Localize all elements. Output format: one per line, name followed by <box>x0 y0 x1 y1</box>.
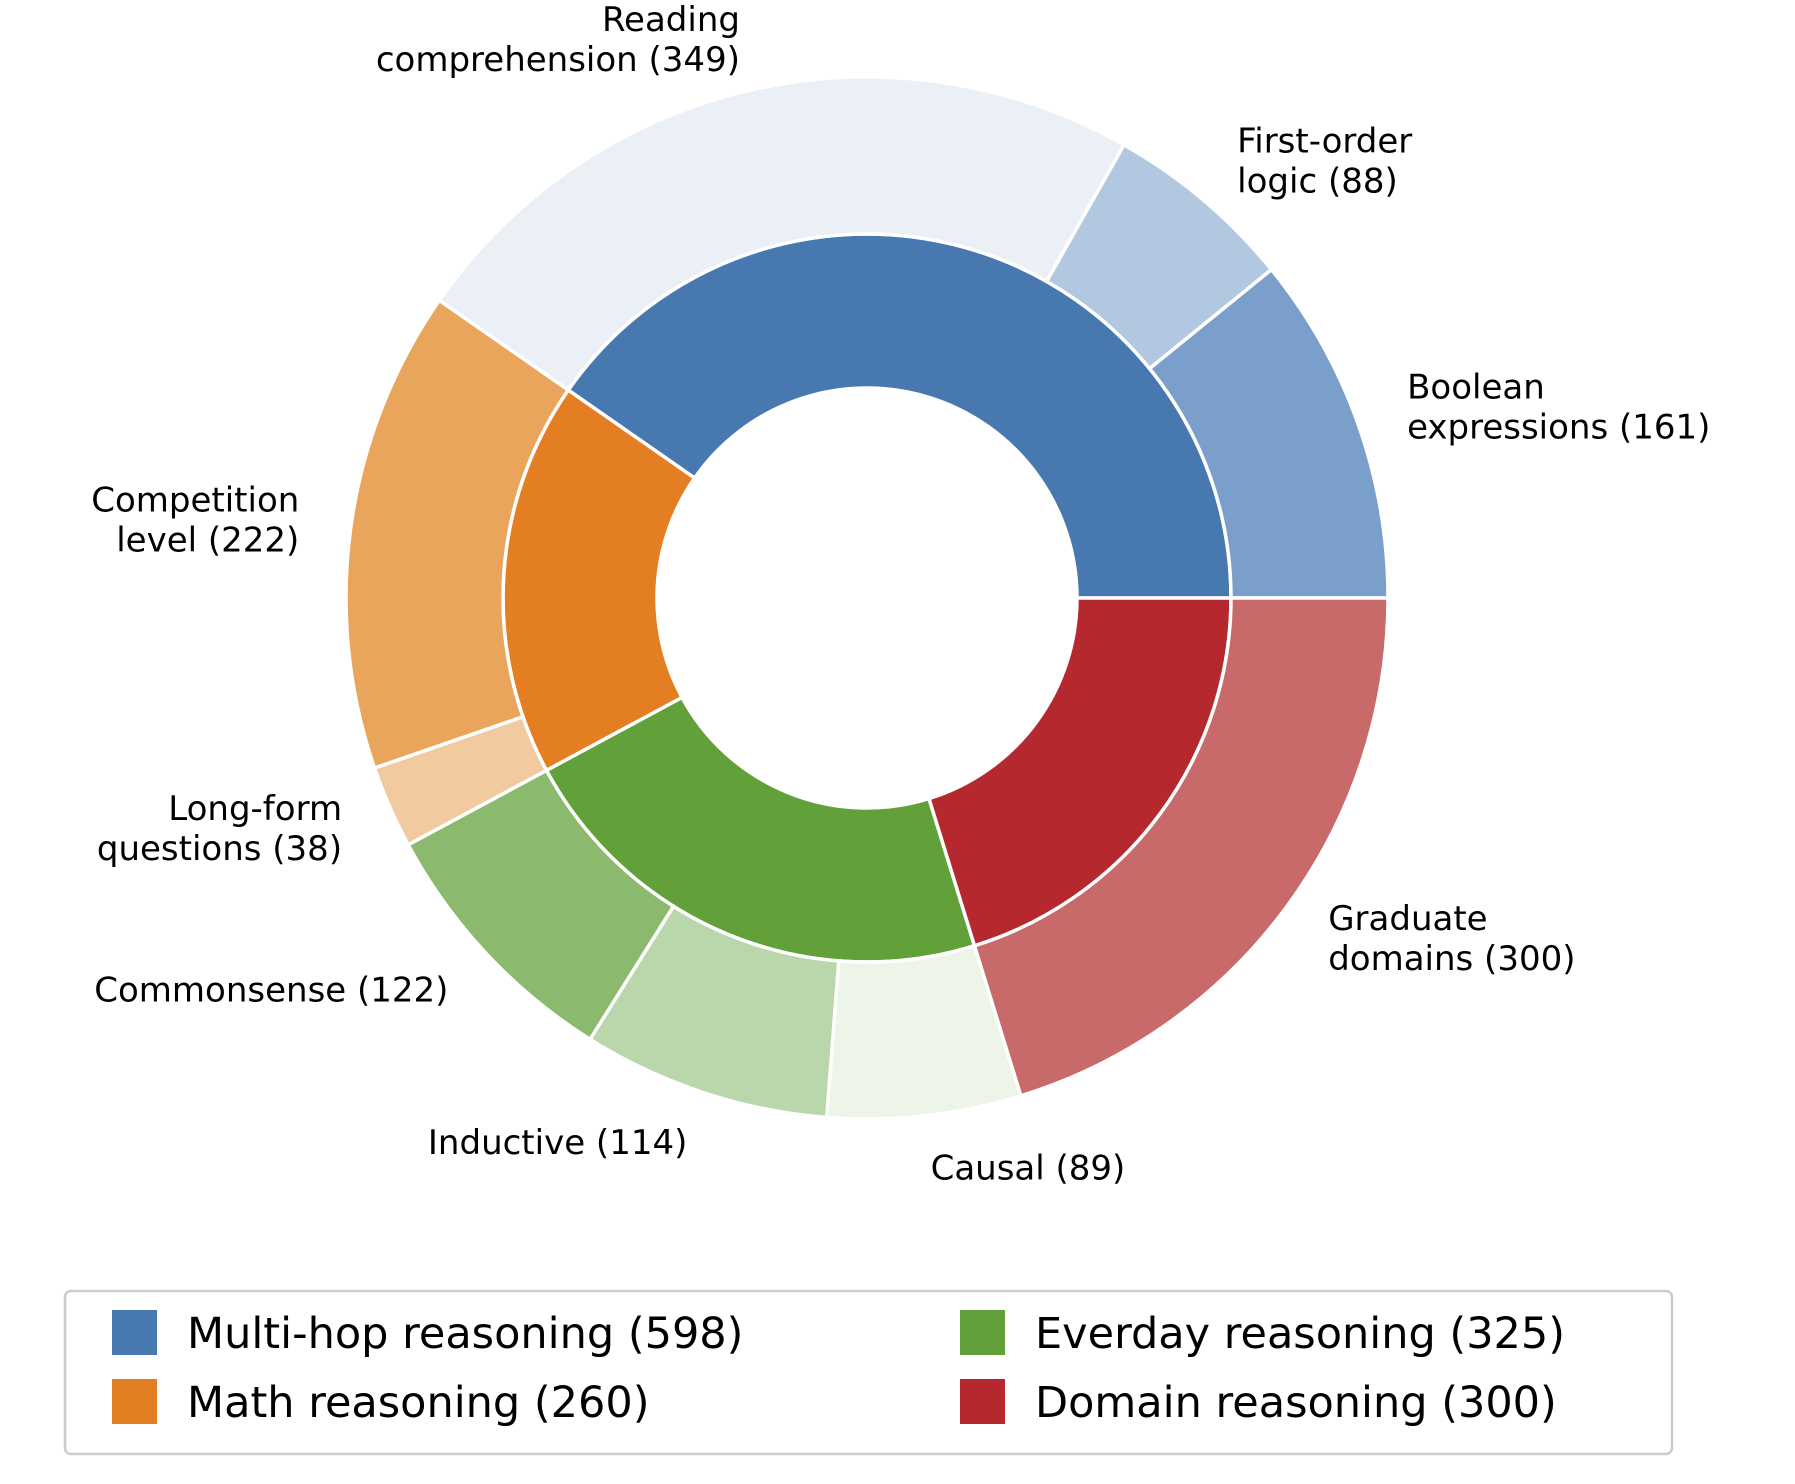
outer-label-6: Inductive (114) <box>428 1123 687 1163</box>
legend-entry-1: Math reasoning (260) <box>187 1378 650 1428</box>
outer-label-line: Boolean <box>1407 367 1545 407</box>
outer-label-1: First-order logic (88) <box>1237 122 1412 202</box>
legend-swatch-0 <box>112 1310 157 1355</box>
outer-wedge-8 <box>972 596 1390 1098</box>
legend-swatch-2 <box>960 1310 1005 1355</box>
outer-label-2: Reading comprehension (349) <box>376 0 740 80</box>
outer-label-line: Reading <box>602 0 740 40</box>
outer-label-line: Inductive (114) <box>428 1123 687 1163</box>
outer-label-4: Long-form questions (38) <box>97 789 342 869</box>
outer-label-5: Commonsense (122) <box>94 970 448 1010</box>
outer-label-7: Causal (89) <box>931 1149 1126 1189</box>
legend-swatch-3 <box>960 1379 1005 1424</box>
outer-label-line: Causal (89) <box>931 1149 1126 1189</box>
outer-label-line: level (222) <box>116 520 299 560</box>
outer-label-line: Long-form <box>168 789 342 829</box>
outer-label-line: Competition <box>91 480 299 520</box>
legend-entry-2: Everday reasoning (325) <box>1035 1309 1565 1359</box>
outer-label-3: Competition level (222) <box>91 480 299 560</box>
outer-ring <box>344 75 1390 1121</box>
legend-swatch-1 <box>112 1379 157 1424</box>
legend-entry-0: Multi-hop reasoning (598) <box>187 1309 743 1359</box>
outer-label-line: questions (38) <box>97 829 342 869</box>
outer-label-line: comprehension (349) <box>376 40 740 80</box>
legend-frame <box>63 1289 1674 1456</box>
outer-label-line: expressions (161) <box>1407 407 1710 447</box>
outer-label-0: Boolean expressions (161) <box>1407 367 1710 447</box>
outer-labels: Boolean expressions (161) First-order logic… <box>91 0 1710 1188</box>
outer-label-line: domains (300) <box>1328 939 1575 979</box>
outer-label-line: logic (88) <box>1237 162 1398 202</box>
outer-label-line: Graduate <box>1328 899 1487 939</box>
outer-label-line: First-order <box>1237 122 1412 162</box>
outer-label-8: Graduate domains (300) <box>1328 899 1575 979</box>
outer-wedge-2 <box>436 75 1127 393</box>
legend-entry-3: Domain reasoning (300) <box>1035 1378 1557 1428</box>
inner-ring <box>501 232 1233 964</box>
outer-label-line: Commonsense (122) <box>94 970 448 1010</box>
legend: Multi-hop reasoning (598) Math reasoning … <box>63 1289 1674 1456</box>
